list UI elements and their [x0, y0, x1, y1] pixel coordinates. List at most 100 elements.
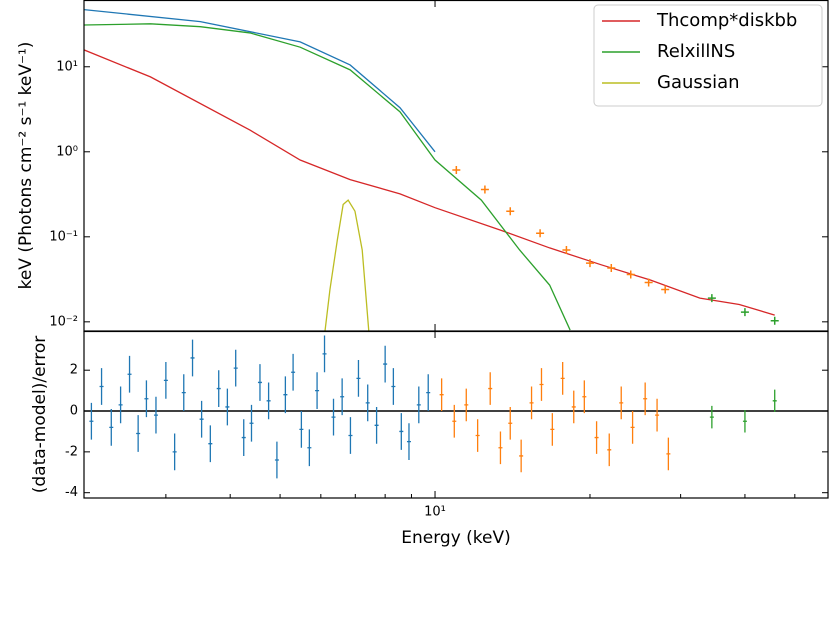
residual	[299, 411, 304, 448]
residual	[643, 382, 648, 416]
residual	[163, 362, 168, 399]
residual	[582, 380, 587, 414]
model-line	[84, 8, 436, 153]
data-point	[707, 294, 716, 303]
residual	[630, 411, 635, 444]
residual	[127, 355, 132, 393]
residual	[607, 433, 612, 467]
data-point	[585, 259, 594, 268]
residual	[571, 390, 576, 424]
model-line	[84, 49, 775, 316]
residual	[153, 396, 158, 434]
residual	[216, 370, 221, 407]
residual	[172, 433, 177, 471]
y-tick-label: 2	[70, 363, 78, 378]
residual	[274, 441, 279, 479]
residual	[225, 388, 230, 426]
residual	[356, 359, 361, 397]
residual	[266, 382, 271, 420]
residual	[322, 335, 327, 373]
residual	[529, 386, 534, 420]
legend-label: RelxillNS	[657, 41, 735, 62]
residual	[199, 400, 204, 438]
residual	[406, 423, 411, 461]
residual	[560, 362, 565, 395]
residual	[742, 410, 747, 433]
residual	[241, 419, 246, 456]
legend-label: Thcomp*diskbb	[656, 10, 797, 31]
legend-label: Gaussian	[657, 72, 740, 93]
residual	[89, 402, 94, 440]
y-tick-label: 0	[70, 404, 78, 419]
residual	[426, 374, 431, 412]
residual	[181, 374, 186, 412]
data-point	[626, 270, 635, 279]
residual	[772, 389, 777, 413]
residual	[550, 413, 555, 446]
y-tick-label: 10¹	[56, 59, 78, 74]
residual	[416, 386, 421, 424]
residual	[391, 368, 396, 405]
x-tick-label: 10¹	[424, 505, 446, 520]
data-point	[536, 229, 545, 238]
frame	[83, 330, 829, 499]
data-point	[661, 285, 670, 294]
residual	[539, 368, 544, 401]
x-axis-label: Energy (keV)	[401, 528, 511, 548]
residual	[291, 353, 296, 391]
residual	[508, 406, 513, 440]
y-tick-label: 10⁰	[56, 144, 78, 159]
residual	[666, 437, 671, 471]
residual	[190, 339, 195, 377]
residual	[475, 419, 480, 452]
data-point	[506, 207, 515, 216]
residual	[348, 417, 353, 454]
y-tick-label: 10⁻¹	[49, 229, 78, 244]
residual	[136, 415, 141, 452]
residual	[488, 372, 493, 405]
residual	[233, 349, 238, 387]
residual	[498, 431, 503, 465]
residual	[307, 429, 312, 467]
top-plot	[84, 8, 779, 331]
residual	[464, 388, 469, 422]
y-axis-label: keV (Photons cm⁻² s⁻¹ keV⁻¹)	[16, 42, 36, 290]
residual	[399, 413, 404, 450]
data-point	[480, 185, 489, 194]
data-point	[770, 316, 779, 325]
residual	[709, 405, 714, 429]
axes: 10⁻² 10⁻¹ 10⁰ 10¹ keV (Photons cm⁻² s⁻¹ keV⁻…	[16, 0, 829, 548]
model-line	[84, 23, 571, 331]
residual	[365, 384, 370, 422]
residual	[99, 368, 104, 405]
y-axis-label: (data-model)/error	[30, 336, 50, 494]
residual	[249, 404, 254, 442]
residual	[439, 378, 444, 412]
residual	[144, 380, 149, 418]
residual	[283, 376, 288, 414]
residual	[619, 386, 624, 420]
data-point	[562, 245, 571, 254]
data-point	[644, 278, 653, 287]
residual	[109, 408, 114, 446]
y-tick-label: 10⁻²	[49, 314, 78, 329]
bottom-plot	[84, 335, 828, 479]
y-tick-label: -2	[65, 444, 78, 459]
residual	[118, 386, 123, 424]
residual	[374, 406, 379, 444]
residual	[519, 439, 524, 473]
residual	[452, 404, 457, 438]
residual	[594, 421, 599, 454]
residual	[340, 378, 345, 416]
data-point	[452, 166, 461, 175]
model-line	[324, 199, 370, 331]
residual	[257, 364, 262, 401]
residual	[208, 425, 213, 463]
residual	[383, 345, 388, 383]
residual	[315, 372, 320, 409]
residual	[331, 398, 336, 436]
data-point	[740, 308, 749, 317]
residual	[655, 398, 660, 432]
data-point	[607, 263, 616, 272]
